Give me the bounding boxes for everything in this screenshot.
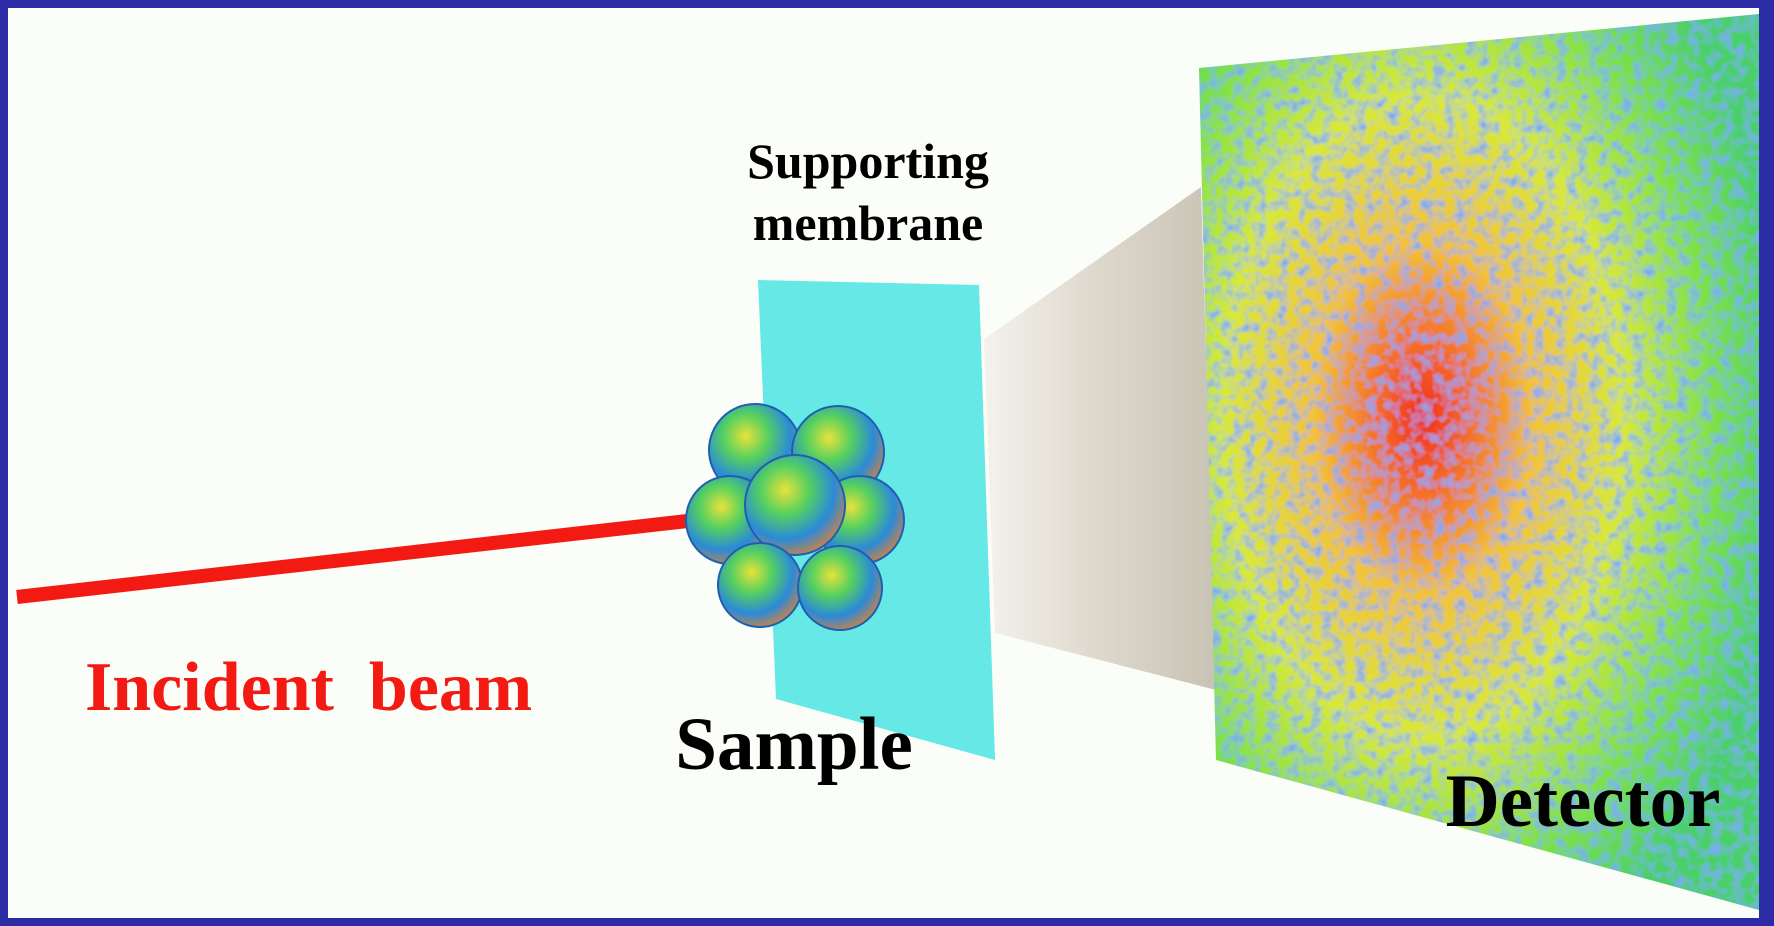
sample-lobe (745, 455, 845, 555)
sample-label: Sample (675, 703, 913, 786)
sample-lobe (718, 543, 802, 627)
beam-label: Incident beam (85, 649, 532, 726)
sample-particle (686, 404, 904, 630)
membrane-label: membrane (753, 195, 984, 251)
sample-lobe (798, 546, 882, 630)
diagram: Supporting membrane Incident beam Sample… (0, 0, 1774, 926)
page: Supporting membrane Incident beam Sample… (0, 0, 1774, 926)
detector-label: Detector (1446, 760, 1721, 843)
membrane-label: Supporting (747, 133, 989, 189)
